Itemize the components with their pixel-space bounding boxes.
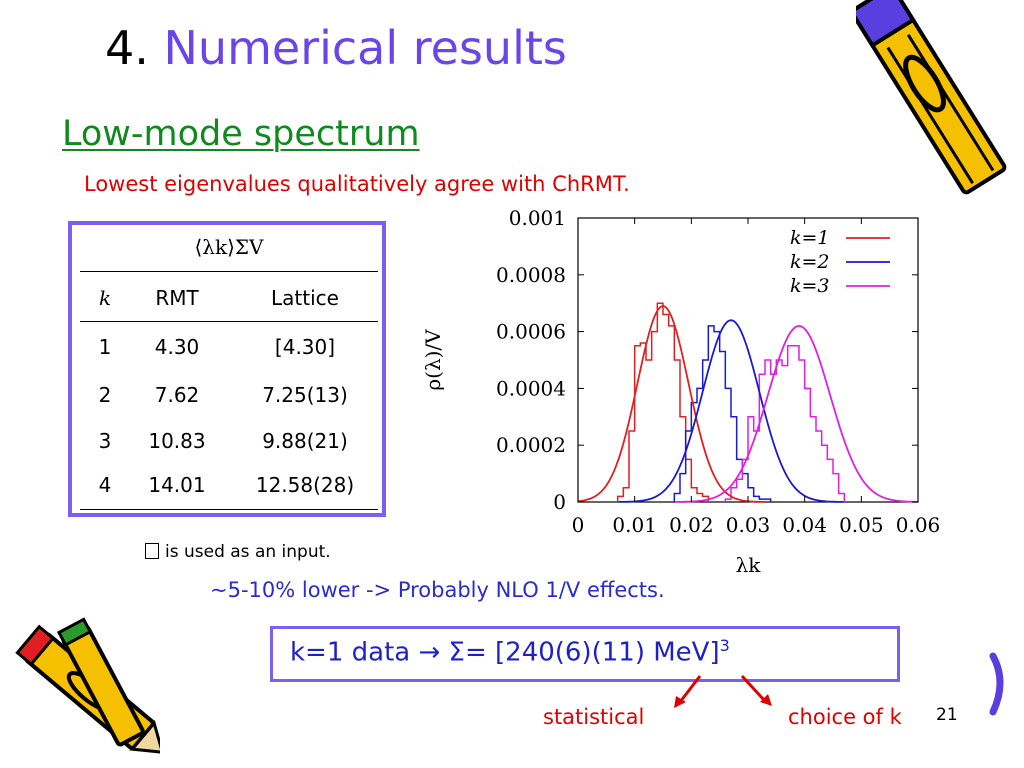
y-tick-label: 0.0006 [496, 320, 566, 344]
x-tick-label: 0.06 [896, 513, 941, 537]
lead-text: Lowest eigenvalues qualitatively agree w… [84, 172, 630, 196]
table-cell: 14.01 [148, 473, 206, 497]
table-header-label: ⟨λk⟩ΣV [194, 235, 264, 259]
histogram-1 [616, 302, 710, 502]
pencil-clipart-icon [856, 0, 1007, 195]
x-tick-label: 0 [572, 513, 585, 537]
legend: k=1k=2k=3 [790, 227, 890, 297]
histogram-3 [724, 345, 846, 502]
legend-label: k=2 [790, 251, 830, 273]
table-col-k: k [98, 286, 112, 310]
legend-label: k=3 [790, 275, 830, 297]
table-rule-top [80, 271, 378, 272]
arrows-icon [674, 674, 772, 708]
table-cell: 4 [98, 473, 112, 497]
placeholder-box-icon [145, 543, 159, 559]
table-cell: 12.58(28) [255, 473, 355, 497]
rmt-curves [577, 305, 918, 503]
sigma-result-box [270, 626, 900, 682]
x-axis-label: λk [736, 553, 762, 577]
sigma-result: k=1 data → Σ= [240(6)(11) MeV]3 [290, 636, 730, 668]
bracket-clipart-icon [989, 652, 1004, 716]
results-table: ⟨λk⟩ΣV k RMT Lattice 1 4.30 [4.30] 2 7.6… [68, 221, 386, 517]
eigenvalue-distribution-chart: 0 0.01 0.02 0.03 0.04 0.05 0.06 0 0.0002 0.0004 0.… [421, 206, 940, 577]
y-tick-label: 0.0002 [496, 433, 566, 457]
table-col-lattice: Lattice [271, 286, 339, 310]
legend-label: k=1 [790, 227, 830, 249]
table-cell: 1 [98, 335, 112, 359]
y-tick-label: 0 [553, 490, 566, 514]
x-tick-label: 0.01 [612, 513, 657, 537]
table-cell: 7.62 [154, 383, 200, 407]
title-number: 4. [105, 21, 149, 75]
footnote: is used as an input. [145, 542, 331, 562]
y-axis-label: ρ(λ)/V [421, 329, 445, 391]
nlo-note: ~5-10% lower -> Probably NLO 1/V effects… [210, 578, 665, 602]
label-choice-of-k: choice of k [788, 705, 902, 729]
table-cell: 2 [98, 383, 112, 407]
table-rule-mid [80, 321, 378, 322]
x-tick-label: 0.03 [726, 513, 771, 537]
histogram-2 [673, 325, 772, 502]
x-tick-label: 0.02 [669, 513, 714, 537]
table-cell: 9.88(21) [262, 429, 348, 453]
x-tick-label: 0.04 [782, 513, 827, 537]
table-rule-bottom [80, 509, 378, 510]
y-tick-label: 0.0008 [496, 263, 566, 287]
pencils-clipart-icon [15, 617, 160, 754]
table-cell: 7.25(13) [262, 383, 348, 407]
series-line-2 [618, 319, 844, 503]
table-cell: 4.30 [154, 335, 200, 359]
y-tick-label: 0.001 [509, 206, 566, 230]
slide-subtitle: Low-mode spectrum [62, 114, 420, 154]
table-col-rmt: RMT [155, 286, 199, 310]
title-text: Numerical results [163, 21, 567, 75]
series-line-3 [674, 324, 918, 503]
label-statistical: statistical [543, 705, 645, 729]
slide-title: 4. Numerical results [105, 18, 567, 78]
table-cell: 3 [98, 429, 112, 453]
x-tick-label: 0.05 [839, 513, 884, 537]
page-number: 21 [936, 705, 958, 725]
histograms [616, 302, 846, 502]
table-cell: [4.30] [274, 335, 336, 359]
series-line-1 [577, 305, 765, 503]
axis-ticks: 0 0.01 0.02 0.03 0.04 0.05 0.06 0 0.0002 0.0004 0.… [496, 206, 940, 537]
y-tick-label: 0.0004 [496, 376, 566, 400]
table-cell: 10.83 [148, 429, 206, 453]
